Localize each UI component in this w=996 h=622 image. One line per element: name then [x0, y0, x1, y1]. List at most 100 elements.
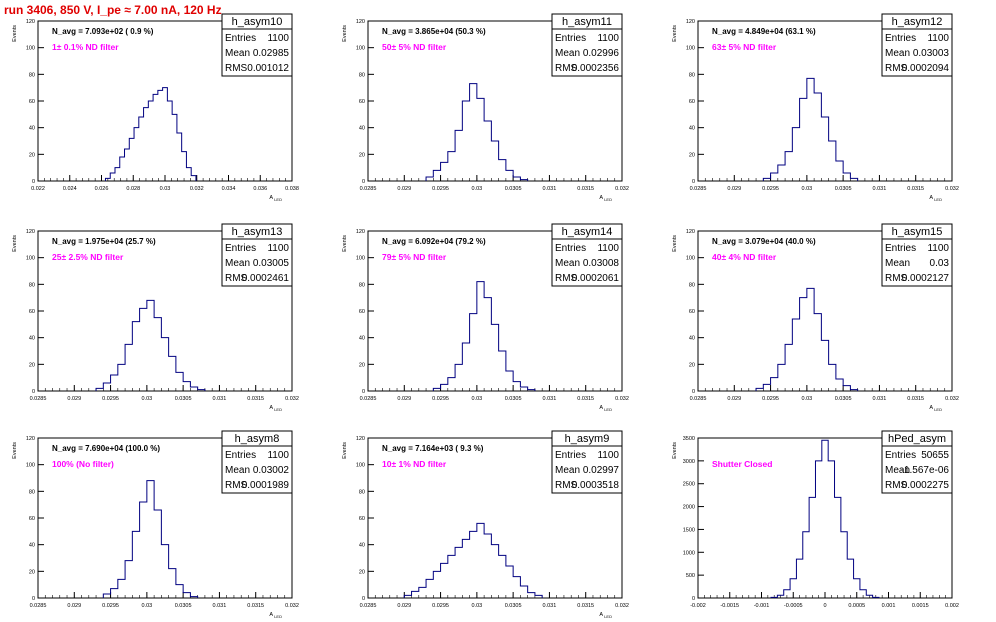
histogram-bin [103, 383, 110, 391]
histogram-bin [154, 510, 161, 598]
histogram-bin [167, 101, 172, 181]
x-tick-label: 0.03 [160, 186, 171, 192]
x-tick-label: 0.0305 [835, 396, 852, 402]
histogram-bin [829, 141, 836, 181]
y-tick-label: 40 [29, 126, 35, 132]
histogram-bin [520, 387, 527, 391]
histogram-bin [763, 178, 770, 181]
stat-label: Mean [555, 258, 580, 269]
y-tick-label: 120 [26, 229, 35, 235]
histogram-bin [183, 382, 190, 391]
stat-label: Entries [555, 33, 586, 44]
stat-label: Entries [555, 450, 586, 461]
histogram-bin [829, 364, 836, 391]
y-tick-label: 500 [686, 573, 695, 579]
stat-value: 0.001012 [247, 63, 289, 74]
histogram-series [102, 480, 199, 598]
x-tick-label: 0.031 [873, 396, 887, 402]
x-tick-label: 0.029 [727, 396, 741, 402]
stats-box [221, 238, 293, 287]
histogram-bin [850, 390, 857, 391]
stat-label: Entries [885, 33, 916, 44]
histogram-bin [132, 322, 139, 391]
y-tick-label: 20 [689, 362, 695, 368]
page-title: run 3406, 850 V, I_pe ≈ 7.00 nA, 120 Hz [4, 3, 222, 17]
histogram-bin [169, 356, 176, 391]
y-tick-label: 100 [686, 46, 695, 52]
stat-label: Entries [225, 33, 256, 44]
histogram-bin [161, 338, 168, 391]
x-tick-label: 0.002 [945, 603, 959, 609]
filter-annotation: 50± 5% ND filter [382, 42, 447, 52]
y-axis-label: Events [12, 442, 18, 459]
x-tick-label: 0.029 [397, 603, 411, 609]
y-tick-label: 40 [359, 336, 365, 342]
x-tick-label: 0.0295 [432, 603, 449, 609]
y-tick-label: 1500 [683, 527, 695, 533]
x-tick-label: 0.032 [945, 396, 959, 402]
y-tick-label: 100 [356, 256, 365, 262]
stats-box [551, 445, 623, 494]
stat-value: 0.0002061 [572, 273, 620, 284]
histogram-panel: 0 20 40 60 80 100 120 0.0285 0.029 0.0295 0.03 0.03… [12, 223, 299, 412]
histogram-bin [154, 318, 161, 391]
x-tick-label: 0.03 [471, 603, 482, 609]
histogram-bin [455, 130, 462, 181]
histogram-bin [822, 440, 828, 598]
histogram-bin [785, 152, 792, 181]
n-avg-label: N_avg = 7.164e+03 ( 9.3 %) [382, 444, 484, 453]
y-tick-label: 0 [32, 389, 35, 395]
y-tick-label: 120 [26, 19, 35, 25]
histogram-bin [843, 173, 850, 181]
histogram-panel: 0 500 1000 1500 2000 2500 3000 3500 -0.002 -0.001… [672, 430, 959, 609]
stat-value: 0.02997 [583, 465, 620, 476]
filter-annotation: 100% (No filter) [52, 459, 114, 469]
n-avg-label: N_avg = 3.079e+04 (40.0 %) [712, 237, 816, 246]
x-tick-label: 0.032 [615, 186, 629, 192]
x-tick-label: 0.0305 [505, 186, 522, 192]
x-axis-label: A LED [929, 405, 942, 412]
histogram-bin [792, 128, 799, 181]
histogram-bin [866, 595, 872, 598]
x-tick-label: 0.0305 [175, 396, 192, 402]
y-tick-label: 120 [356, 229, 365, 235]
histogram-bin [191, 176, 196, 181]
y-tick-label: 120 [686, 229, 695, 235]
n-avg-label: N_avg = 7.093e+02 ( 0.9 %) [52, 27, 154, 36]
y-tick-label: 20 [359, 362, 365, 368]
stat-label: Entries [885, 450, 916, 461]
y-tick-label: 100 [356, 46, 365, 52]
n-avg-label: N_avg = 6.092e+04 (79.2 %) [382, 237, 486, 246]
histogram-panel: 0 20 40 60 80 100 120 0.0285 0.029 0.0295 0.03 0.03… [342, 13, 629, 202]
stats-box [221, 28, 293, 77]
histogram-bin [176, 372, 183, 391]
histogram-bin [129, 138, 134, 181]
y-tick-label: 80 [689, 72, 695, 78]
histogram-bin [520, 180, 527, 181]
stat-value: 0.0002275 [902, 480, 950, 491]
histogram-bin [176, 585, 183, 598]
histogram-bin [161, 545, 168, 598]
histogram-series [770, 439, 880, 598]
y-tick-label: 0 [692, 389, 695, 395]
x-tick-label: 0.029 [397, 396, 411, 402]
y-tick-label: 0 [362, 389, 365, 395]
histogram-bin [153, 94, 158, 181]
y-tick-label: 60 [689, 99, 695, 105]
x-tick-label: 0.0295 [102, 396, 119, 402]
histogram-bin [528, 593, 535, 598]
histogram-bin [860, 590, 866, 598]
histogram-bin [763, 384, 770, 391]
x-tick-label: 0.032 [945, 186, 959, 192]
x-tick-label: -0.002 [690, 603, 706, 609]
histogram-bin [110, 173, 115, 181]
histogram-panel: 0 20 40 60 80 100 120 0.0285 0.029 0.0295 0.03 0.03… [672, 223, 959, 412]
histogram-bin [843, 386, 850, 391]
histogram-bin [132, 531, 139, 598]
histogram-bin [182, 152, 187, 181]
histogram-bin [477, 98, 484, 181]
stat-value: 0.0002127 [902, 273, 950, 284]
histogram-bin [771, 173, 778, 181]
x-tick-label: 0.0315 [577, 186, 594, 192]
